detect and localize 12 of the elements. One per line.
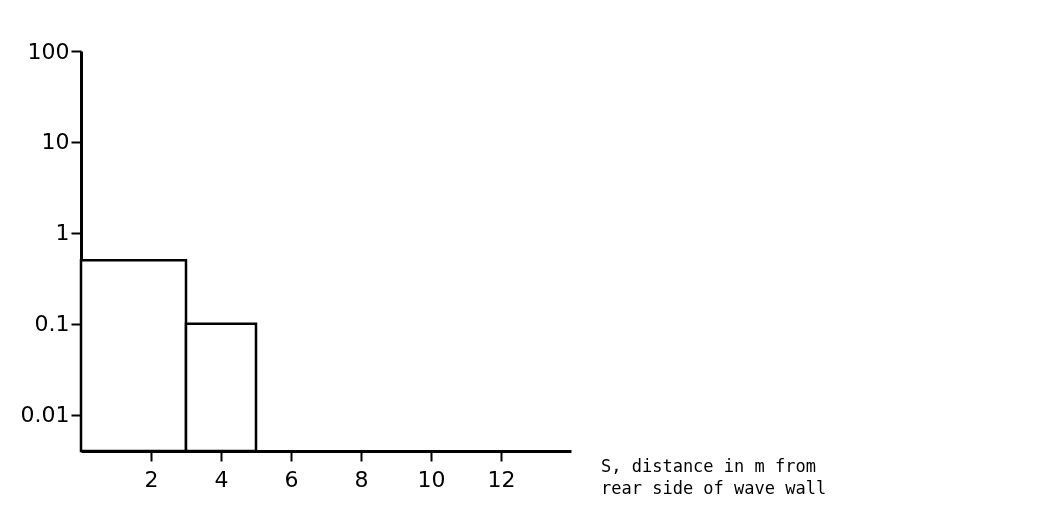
y-tick-label: 100 bbox=[27, 38, 70, 64]
y-tick-label: 1 bbox=[55, 220, 70, 246]
x-tick-label: 2 bbox=[144, 466, 159, 492]
y-tick-label: 0.01 bbox=[20, 402, 70, 428]
y-tick-label: 10 bbox=[41, 129, 70, 155]
x-tick-label: 10 bbox=[417, 466, 446, 492]
y-tick-label: 0.1 bbox=[34, 311, 70, 337]
x-tick-label: 4 bbox=[214, 466, 229, 492]
x-tick-label: 8 bbox=[354, 466, 369, 492]
x-tick-label: 12 bbox=[487, 466, 516, 492]
x-tick-label: 6 bbox=[284, 466, 299, 492]
x-axis-title: S, distance in m from rear side of wave wall bbox=[601, 456, 827, 498]
